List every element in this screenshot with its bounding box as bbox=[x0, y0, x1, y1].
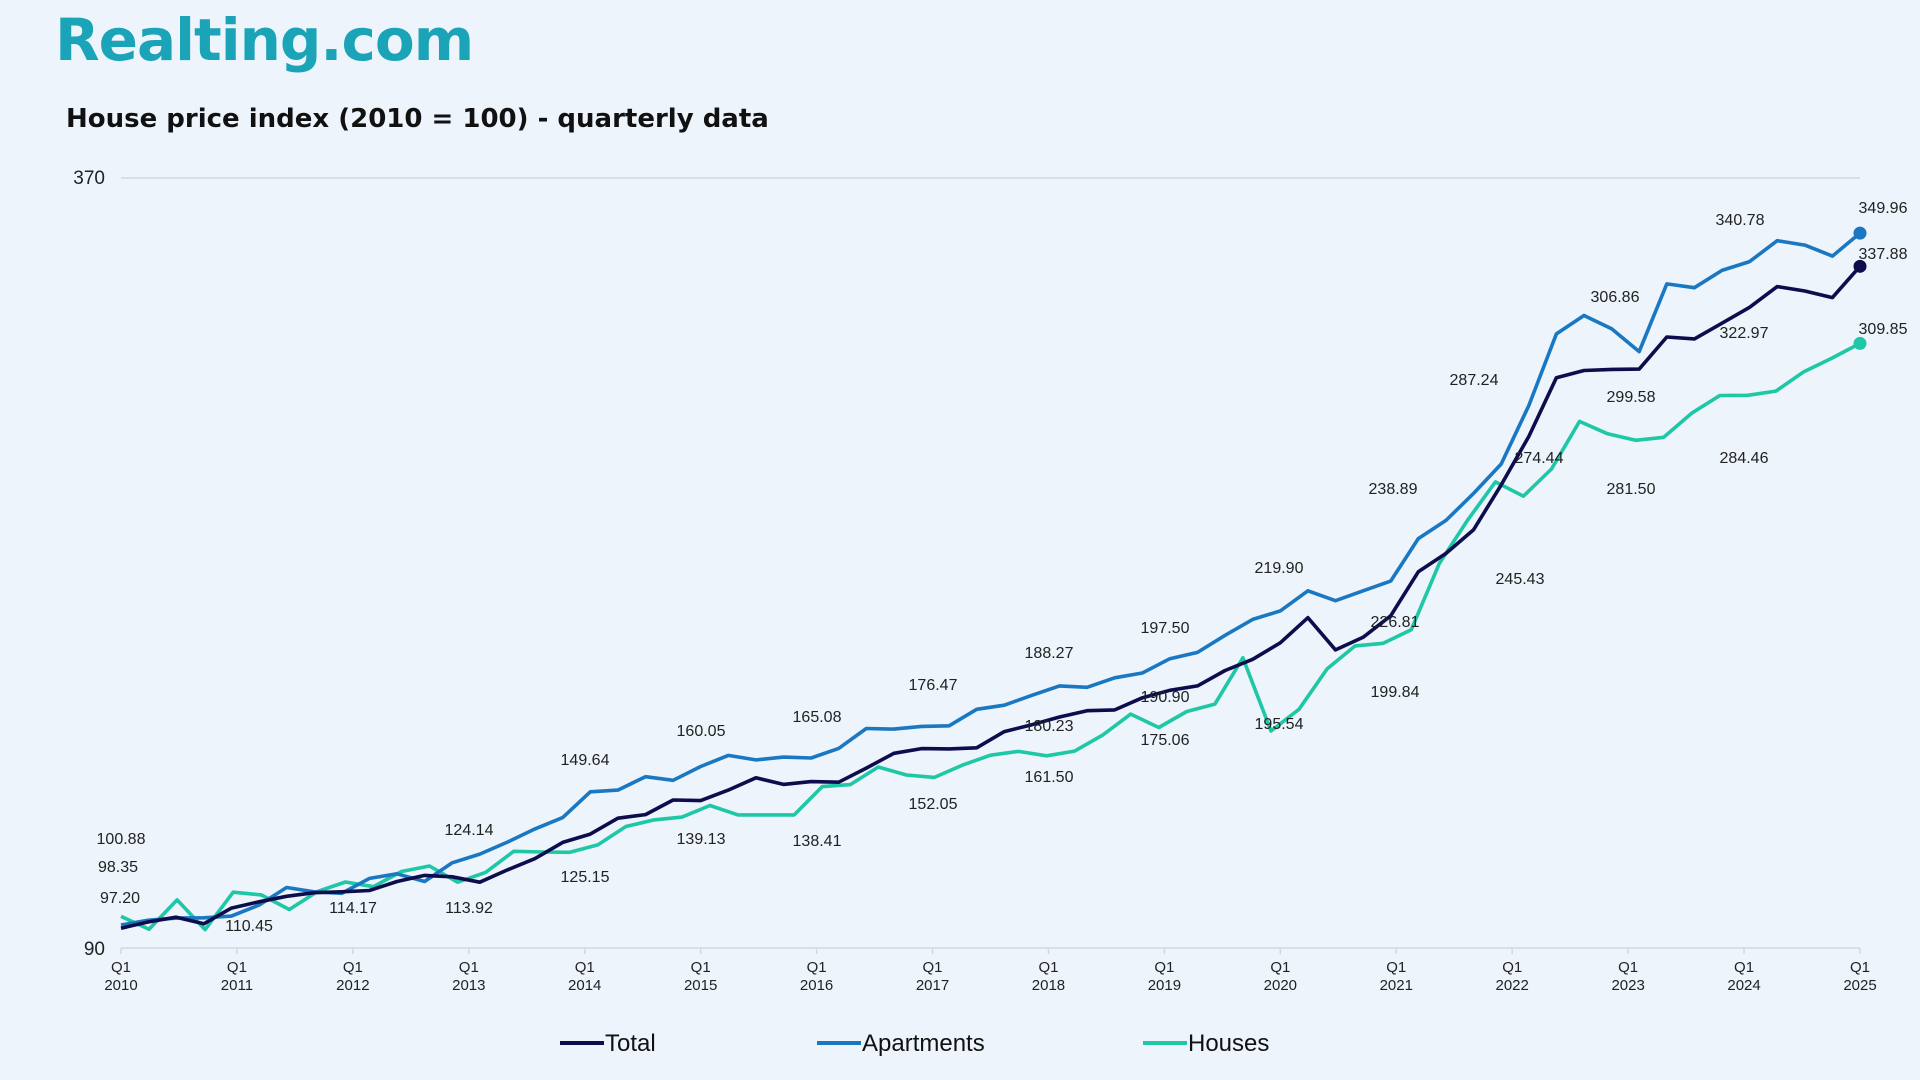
data-label: 309.85 bbox=[1859, 321, 1908, 338]
data-label: 165.08 bbox=[793, 709, 842, 726]
legend-label-houses: Houses bbox=[1188, 1030, 1269, 1057]
series-line-houses bbox=[120, 341, 1861, 932]
data-label: 340.78 bbox=[1716, 212, 1765, 229]
x-tick-label: Q1 2019 bbox=[1148, 959, 1181, 994]
data-label: 226.81 bbox=[1371, 614, 1420, 631]
x-tick-label: Q1 2024 bbox=[1727, 959, 1760, 994]
axis-layer: 370 90 Q1 2010 Q1 2011 Q1 2012 Q1 2013 Q1 2014 Q1 2… bbox=[73, 168, 1876, 994]
x-tick-label: Q1 2011 bbox=[221, 959, 253, 994]
data-label: 175.06 bbox=[1141, 732, 1190, 749]
data-label: 124.14 bbox=[445, 822, 494, 839]
legend: Total Apartments Houses bbox=[560, 1030, 1269, 1057]
x-tick-label: Q1 2022 bbox=[1496, 959, 1529, 994]
data-label: 287.24 bbox=[1450, 372, 1499, 389]
data-label: 139.13 bbox=[677, 831, 726, 848]
data-label: 197.50 bbox=[1141, 620, 1190, 637]
x-tick-label: Q1 2015 bbox=[684, 959, 717, 994]
data-label: 113.92 bbox=[445, 900, 493, 917]
grid-layer bbox=[121, 177, 1860, 949]
data-label: 125.15 bbox=[561, 869, 610, 886]
chart-title: House price index (2010 = 100) - quarter… bbox=[66, 104, 769, 134]
x-tick-label: Q1 2023 bbox=[1611, 959, 1644, 994]
data-label: 306.86 bbox=[1591, 289, 1640, 306]
x-tick-label: Q1 2017 bbox=[916, 959, 949, 994]
x-tick-label: Q1 2018 bbox=[1032, 959, 1065, 994]
series-layer bbox=[120, 226, 1867, 932]
data-label: 188.27 bbox=[1025, 645, 1074, 662]
data-label: 100.88 bbox=[97, 831, 146, 848]
y-axis-min-label: 90 bbox=[84, 939, 105, 960]
data-label: 349.96 bbox=[1859, 200, 1908, 217]
end-marker-apartments bbox=[1853, 226, 1867, 240]
data-label: 114.17 bbox=[329, 900, 377, 917]
legend-label-apartments: Apartments bbox=[862, 1030, 985, 1057]
x-tick-label: Q1 2021 bbox=[1380, 959, 1413, 994]
data-label: 176.47 bbox=[909, 677, 958, 694]
data-label: 245.43 bbox=[1496, 571, 1545, 588]
x-tick-label: Q1 2012 bbox=[336, 959, 369, 994]
data-label: 149.64 bbox=[561, 752, 610, 769]
data-label: 274.44 bbox=[1515, 450, 1564, 467]
data-label: 160.05 bbox=[677, 723, 726, 740]
x-tick-label: Q1 2013 bbox=[452, 959, 485, 994]
data-label: 190.90 bbox=[1141, 689, 1190, 706]
data-label: 238.89 bbox=[1369, 481, 1418, 498]
data-label: 322.97 bbox=[1720, 325, 1769, 342]
x-tick-label: Q1 2010 bbox=[104, 959, 137, 994]
data-label: 161.50 bbox=[1025, 769, 1074, 786]
data-label-layer: 97.20 98.35 100.88 110.45 114.17 113.92 124.14… bbox=[97, 200, 1908, 935]
data-label: 138.41 bbox=[793, 833, 842, 850]
data-label: 199.84 bbox=[1371, 684, 1420, 701]
data-label: 195.54 bbox=[1255, 716, 1304, 733]
data-label: 152.05 bbox=[909, 796, 958, 813]
data-label: 281.50 bbox=[1607, 481, 1656, 498]
data-label: 284.46 bbox=[1720, 450, 1769, 467]
x-tick-label: Q1 2014 bbox=[568, 959, 601, 994]
data-label: 180.23 bbox=[1025, 718, 1074, 735]
x-tick-label: Q1 2025 bbox=[1843, 959, 1876, 994]
series-line-total bbox=[120, 265, 1862, 930]
data-label: 110.45 bbox=[225, 918, 273, 935]
series-line-apartments bbox=[120, 231, 1862, 927]
end-marker-houses bbox=[1853, 336, 1867, 350]
realting-logo[interactable]: Realting.com bbox=[55, 6, 474, 74]
x-tick-label: Q1 2020 bbox=[1264, 959, 1297, 994]
x-tick-label: Q1 2016 bbox=[800, 959, 833, 994]
legend-label-total: Total bbox=[605, 1030, 656, 1057]
data-label: 219.90 bbox=[1255, 560, 1304, 577]
data-label: 97.20 bbox=[100, 890, 140, 907]
y-axis-max-label: 370 bbox=[73, 168, 105, 189]
data-label: 299.58 bbox=[1607, 389, 1656, 406]
data-label: 98.35 bbox=[98, 859, 138, 876]
data-label: 337.88 bbox=[1859, 246, 1908, 263]
end-marker-total bbox=[1853, 259, 1867, 273]
